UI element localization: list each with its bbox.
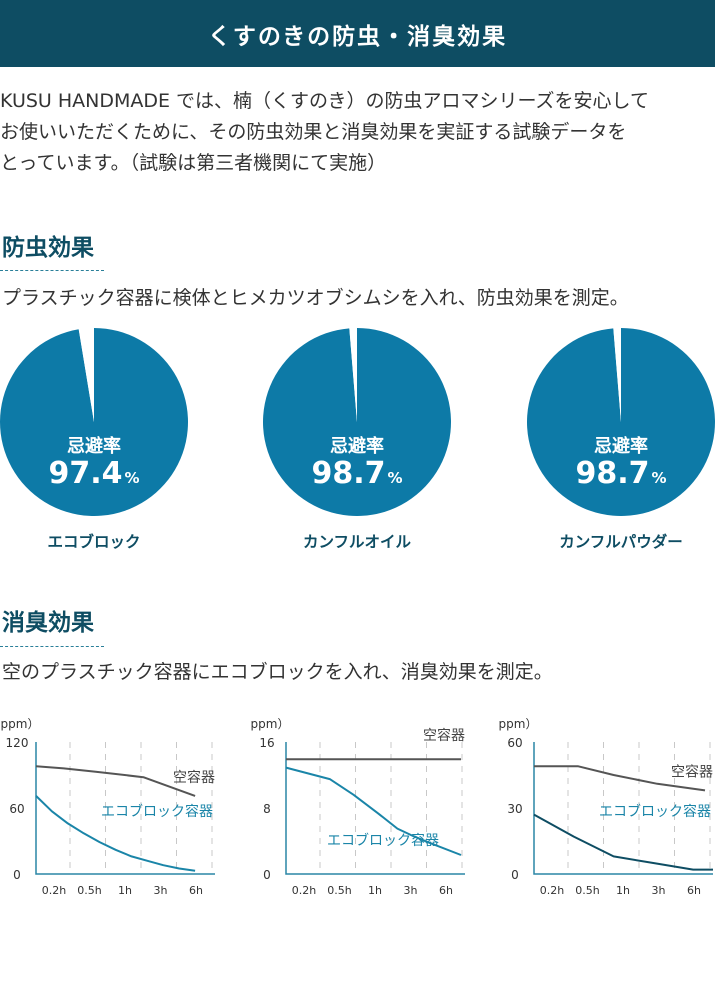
series-line xyxy=(285,766,462,856)
intro-line: KUSU HANDMADE では、楠（くすのき）の防虫アロマシリーズを安心して xyxy=(0,90,649,112)
pie-slice-remainder xyxy=(78,328,94,422)
y-tick-label: 16 xyxy=(259,736,274,750)
deodor-section-title: 消臭効果 xyxy=(2,610,94,636)
series-label: エコブロック容器 xyxy=(101,803,213,820)
y-tick-label: 60 xyxy=(507,736,522,750)
pie-kicker: 忌避率 xyxy=(67,436,121,457)
x-tick-label: 6h xyxy=(439,884,453,897)
y-axis-unit: （ppm） xyxy=(0,717,39,731)
x-tick-label: 0.2h xyxy=(292,884,316,897)
pie-value-unit: % xyxy=(124,469,140,487)
intro-text: KUSU HANDMADE では、楠（くすのき）の防虫アロマシリーズを安心して … xyxy=(0,86,715,179)
x-tick-label: 1h xyxy=(616,884,630,897)
intro-line: お使いいただくために、その防虫効果と消臭効果を実証する試験データを xyxy=(0,121,627,143)
pie-slice-remainder xyxy=(349,328,357,422)
x-tick-label: 6h xyxy=(189,884,203,897)
page-header: くすのきの防虫・消臭効果 xyxy=(0,0,715,67)
x-tick-label: 0.5h xyxy=(327,884,351,897)
axis-line xyxy=(35,742,215,875)
pie-value-number: 98.7 xyxy=(311,456,386,491)
x-tick-label: 3h xyxy=(652,884,666,897)
series-label: 空容器 xyxy=(423,727,465,744)
y-axis-unit: （ppm） xyxy=(250,717,289,731)
series-line xyxy=(534,765,706,792)
y-tick-label: 0 xyxy=(263,868,271,882)
pie-slice-remainder xyxy=(613,328,621,422)
pie-label: カンフルパウダー xyxy=(559,533,683,551)
y-tick-label: 0 xyxy=(511,868,519,882)
pie-value-unit: % xyxy=(387,469,403,487)
series-line xyxy=(533,813,713,871)
axis-line xyxy=(533,742,713,875)
x-tick-label: 0.2h xyxy=(42,884,66,897)
pie-svg xyxy=(0,328,188,516)
x-tick-label: 0.2h xyxy=(540,884,564,897)
x-tick-label: 1h xyxy=(118,884,132,897)
pie-slice-repellent xyxy=(0,328,188,516)
y-tick-label: 30 xyxy=(507,802,522,816)
series-label: 空容器 xyxy=(173,769,215,786)
x-tick-label: 3h xyxy=(404,884,418,897)
pie-value: 98.7% xyxy=(527,456,715,491)
pie-value-number: 98.7 xyxy=(575,456,650,491)
pie-label: エコブロック xyxy=(47,533,141,551)
deodor-section-divider xyxy=(0,646,104,647)
pie-value-number: 97.4 xyxy=(48,456,123,491)
series-label: エコブロック容器 xyxy=(327,832,439,849)
insect-section-divider xyxy=(0,270,104,271)
series-label: 空容器 xyxy=(671,763,713,780)
x-tick-label: 0.5h xyxy=(575,884,599,897)
axis-line xyxy=(285,742,465,875)
pie-chart-3: 忌避率 98.7% カンフルパウダー xyxy=(527,328,715,558)
pie-value: 97.4% xyxy=(0,456,188,491)
insect-section-title: 防虫効果 xyxy=(2,235,94,261)
insect-section-description: プラスチック容器に検体とヒメカツオブシムシを入れ、防虫効果を測定。 xyxy=(2,287,629,309)
y-tick-label: 60 xyxy=(9,802,24,816)
header-title: くすのきの防虫・消臭効果 xyxy=(207,23,508,50)
deodor-section-description: 空のプラスチック容器にエコブロックを入れ、消臭効果を測定。 xyxy=(2,661,553,683)
pie-svg xyxy=(527,328,715,516)
intro-line: とっています。（試験は第三者機関にて実施） xyxy=(0,152,387,174)
pie-chart-2: 忌避率 98.7% カンフルオイル xyxy=(263,328,451,558)
x-tick-label: 6h xyxy=(687,884,701,897)
series-line xyxy=(35,765,196,797)
series-label: エコブロック容器 xyxy=(599,803,711,820)
y-tick-label: 8 xyxy=(263,802,271,816)
pie-value-unit: % xyxy=(651,469,667,487)
x-tick-label: 3h xyxy=(154,884,168,897)
pie-value: 98.7% xyxy=(263,456,451,491)
x-tick-label: 0.5h xyxy=(77,884,101,897)
pie-chart-1: 忌避率 97.4% エコブロック xyxy=(0,328,188,558)
pie-label: カンフルオイル xyxy=(302,533,412,551)
pie-svg xyxy=(263,328,451,516)
series-line xyxy=(35,795,196,872)
y-tick-label: 120 xyxy=(6,736,29,750)
x-tick-label: 1h xyxy=(368,884,382,897)
pie-kicker: 忌避率 xyxy=(330,436,384,457)
y-tick-label: 0 xyxy=(13,868,21,882)
y-axis-unit: （ppm） xyxy=(498,717,537,731)
pie-kicker: 忌避率 xyxy=(594,436,648,457)
